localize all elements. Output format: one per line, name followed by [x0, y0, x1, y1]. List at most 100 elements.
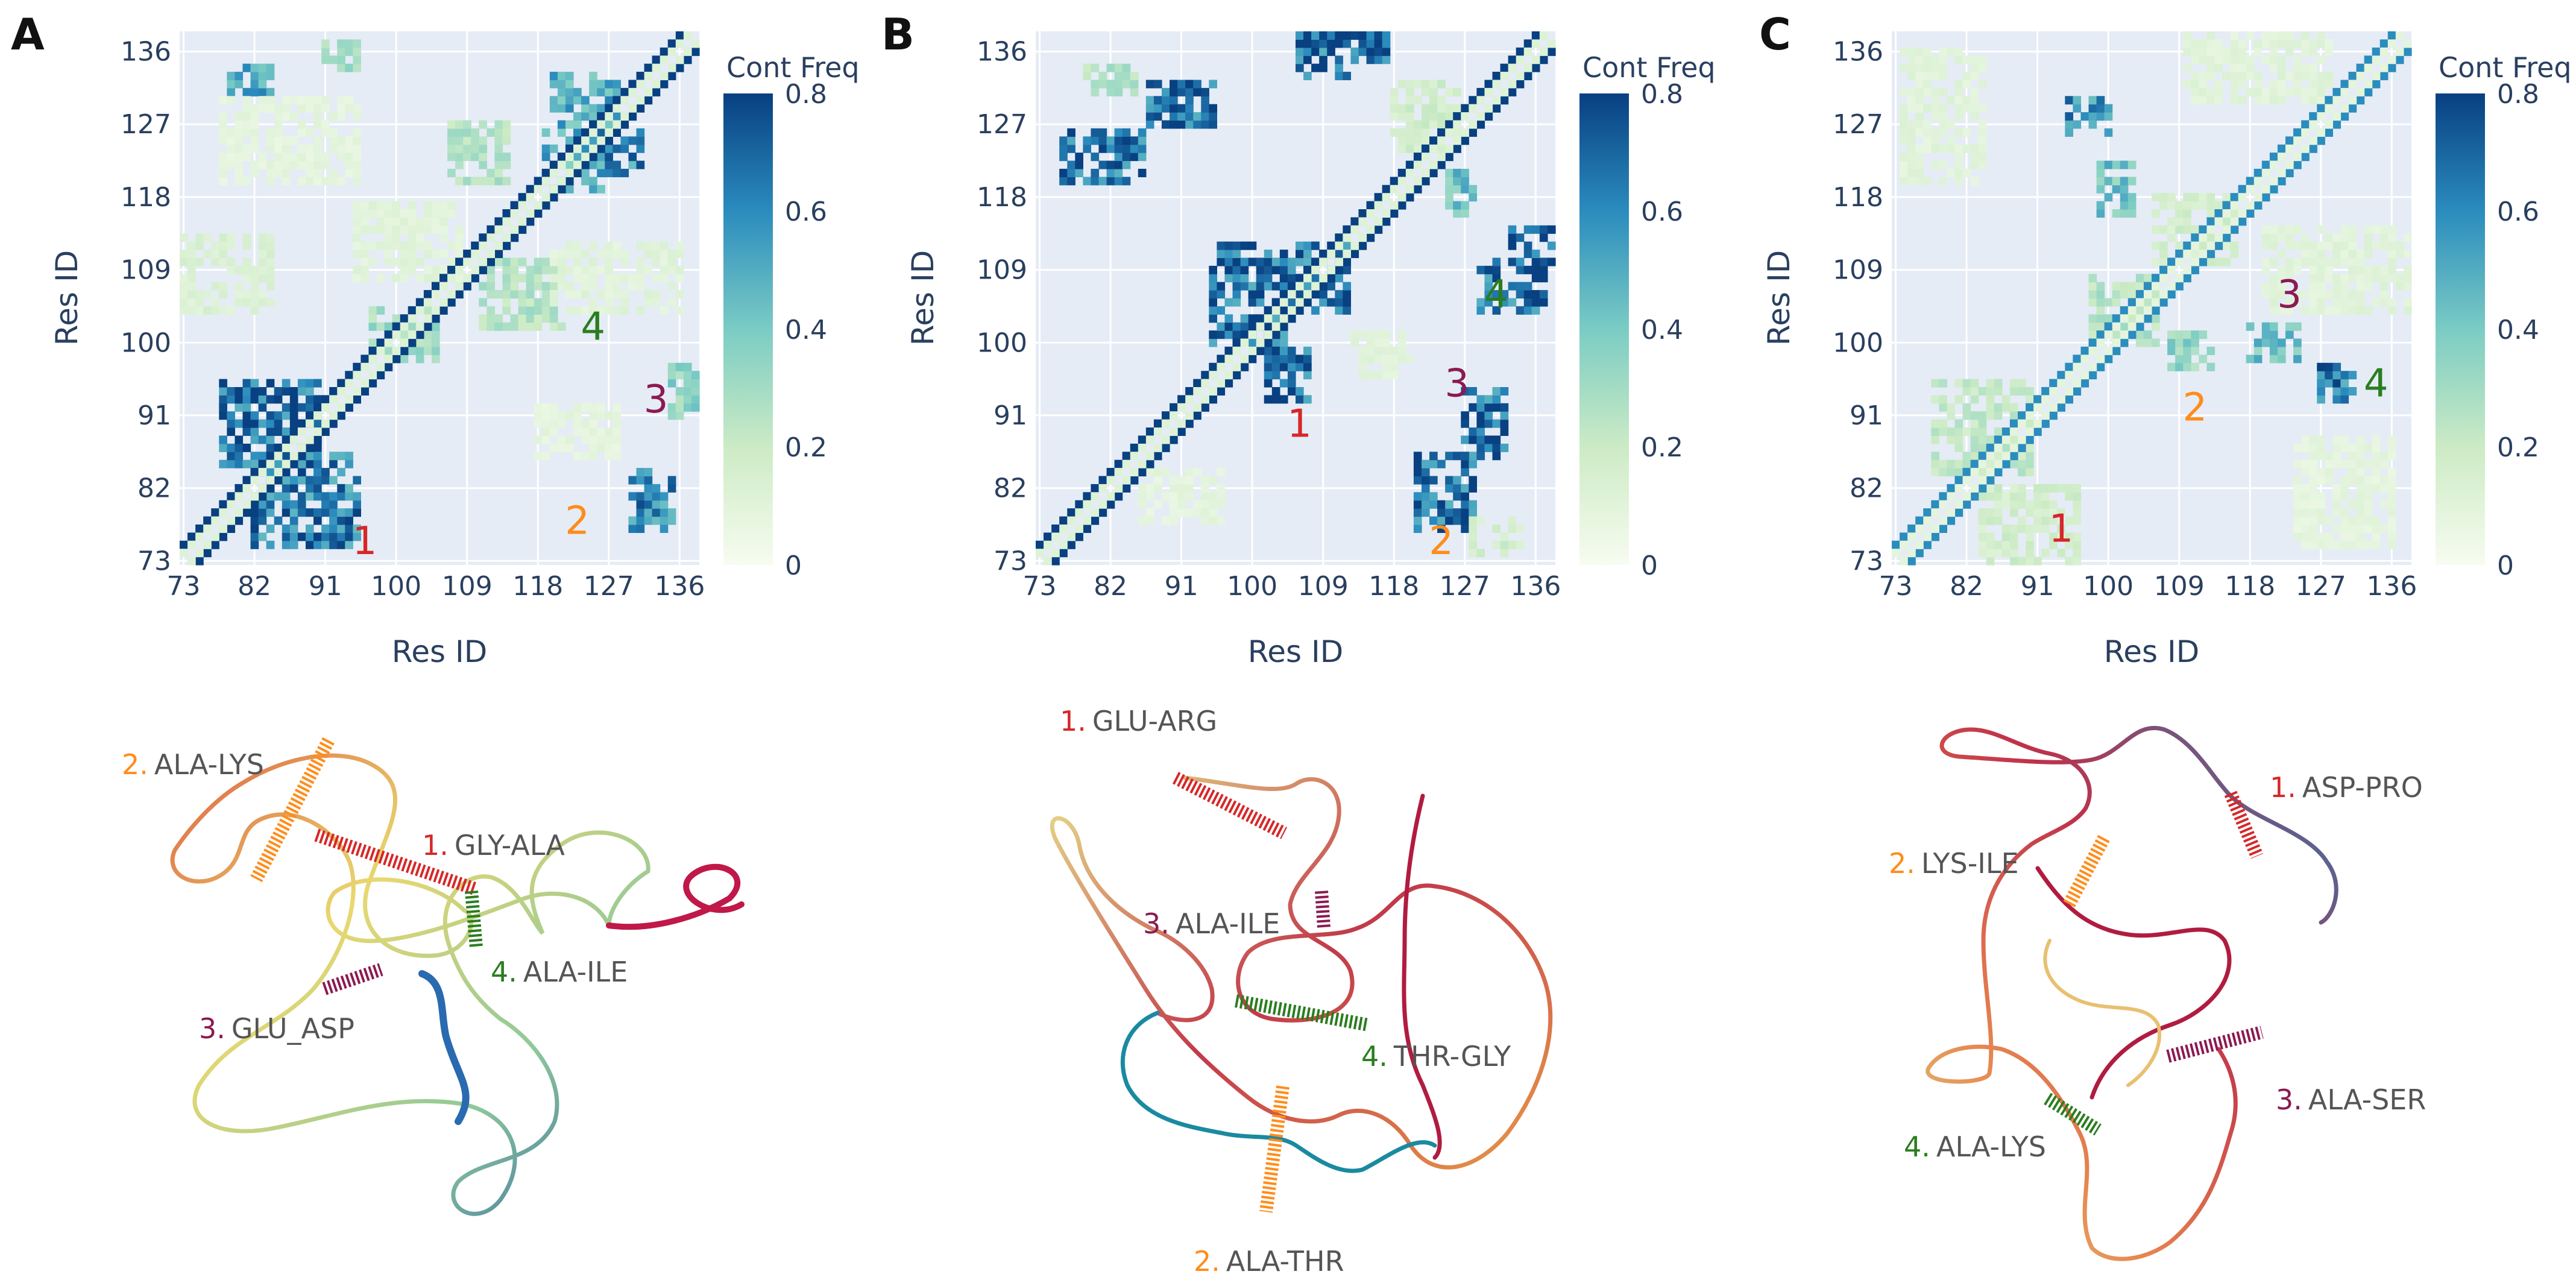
- heatmap-cell: [1271, 306, 1280, 315]
- heatmap-cell: [613, 419, 621, 428]
- heatmap-cell: [1962, 387, 1971, 396]
- heatmap-cell: [305, 128, 314, 137]
- heatmap-cell: [1098, 160, 1107, 169]
- heatmap-cell: [1296, 47, 1304, 56]
- heatmap-cell: [1397, 112, 1406, 121]
- heatmap-cell: [2285, 298, 2294, 307]
- heatmap-cell: [1044, 556, 1052, 566]
- heatmap-cell: [2293, 153, 2302, 162]
- heatmap-cell: [400, 274, 409, 283]
- heatmap-cell: [652, 257, 661, 266]
- heatmap-cell: [2065, 556, 2073, 566]
- heatmap-cell: [479, 322, 487, 331]
- heatmap-cell: [2332, 362, 2341, 371]
- heatmap-cell: [597, 87, 605, 96]
- heatmap-cell: [2246, 72, 2255, 81]
- heatmap-cell: [2088, 120, 2097, 129]
- heatmap-cell: [2017, 411, 2026, 420]
- heatmap-cell: [2277, 177, 2286, 186]
- heatmap-cell: [1114, 160, 1123, 169]
- heatmap-cell: [1098, 177, 1107, 186]
- heatmap-cell: [1051, 556, 1060, 566]
- heatmap-cell: [2191, 47, 2199, 56]
- heatmap-cell: [431, 322, 440, 331]
- heatmap-cell: [2317, 31, 2325, 40]
- heatmap-cell: [2159, 225, 2168, 234]
- heatmap-cell: [1248, 282, 1257, 291]
- heatmap-cell: [423, 346, 432, 355]
- heatmap-cell: [345, 168, 353, 177]
- heatmap-cell: [1986, 484, 1995, 493]
- heatmap-cell: [1319, 290, 1327, 299]
- heatmap-cell: [1923, 136, 1932, 145]
- heatmap-cell: [605, 241, 613, 250]
- heatmap-cell: [1500, 411, 1509, 420]
- heatmap-cell: [1970, 411, 1979, 420]
- heatmap-cell: [2214, 87, 2223, 96]
- heatmap-cell: [1413, 120, 1422, 129]
- heatmap-cell: [250, 298, 259, 307]
- heatmap-cell: [1296, 39, 1304, 48]
- heatmap-cell: [620, 306, 629, 315]
- heatmap-cell: [1453, 476, 1461, 485]
- heatmap-cell: [219, 500, 227, 509]
- heatmap-cell: [1445, 168, 1453, 177]
- heatmap-cell: [620, 136, 629, 145]
- heatmap-cell: [2387, 484, 2396, 493]
- heatmap-cell: [2127, 298, 2137, 307]
- heatmap-cell: [1429, 87, 1438, 96]
- heatmap-cell: [2348, 96, 2357, 105]
- heatmap-cell: [2395, 241, 2404, 250]
- heatmap-cell: [2183, 47, 2191, 56]
- heatmap-cell: [2191, 330, 2199, 339]
- heatmap-cell: [1516, 265, 1525, 274]
- heatmap-cell: [289, 484, 298, 493]
- heatmap-cell: [2104, 112, 2113, 121]
- heatmap-cell: [2096, 298, 2105, 307]
- heatmap-cell: [1296, 362, 1304, 371]
- heatmap-cell: [2277, 338, 2286, 347]
- heatmap-cell: [597, 443, 605, 452]
- heatmap-cell: [1138, 468, 1147, 477]
- heatmap-cell: [1492, 403, 1501, 412]
- heatmap-cell: [2214, 39, 2223, 48]
- heatmap-cell: [549, 168, 558, 177]
- heatmap-cell: [1978, 419, 1987, 428]
- heatmap-cell: [242, 395, 251, 404]
- heatmap-cell: [1161, 443, 1170, 452]
- heatmap-cell: [1193, 112, 1201, 121]
- heatmap-cell: [392, 209, 401, 218]
- heatmap-cell: [605, 120, 613, 129]
- contact-number: 2.: [1194, 1245, 1220, 1278]
- heatmap-cell: [1279, 306, 1288, 315]
- heatmap-cell: [235, 72, 244, 81]
- heatmap-cell: [2269, 80, 2278, 89]
- heatmap-cell: [2364, 80, 2373, 89]
- heatmap-cell: [2009, 411, 2018, 420]
- heatmap-cell: [297, 96, 306, 105]
- heatmap-cell: [1469, 387, 1477, 396]
- heatmap-cell: [321, 540, 330, 549]
- heatmap-cell: [2096, 330, 2105, 339]
- heatmap-cell: [353, 395, 361, 404]
- heatmap-cell: [1311, 39, 1320, 48]
- heatmap-cell: [2293, 459, 2302, 468]
- heatmap-cell: [565, 153, 574, 162]
- heatmap-cell: [1303, 55, 1312, 65]
- heatmap-cell: [2309, 443, 2317, 452]
- heatmap-cell: [1900, 104, 1908, 113]
- heatmap-cell: [1516, 80, 1525, 89]
- heatmap-cell: [1986, 395, 1995, 404]
- heatmap-cell: [266, 274, 275, 283]
- heatmap-cell: [534, 177, 543, 186]
- heatmap-cell: [479, 233, 487, 242]
- heatmap-cell: [2285, 39, 2294, 48]
- heatmap-cell: [1413, 144, 1422, 153]
- heatmap-cell: [620, 168, 629, 177]
- heatmap-cell: [242, 476, 251, 485]
- heatmap-cell: [2253, 177, 2263, 186]
- heatmap-cell: [2332, 443, 2341, 452]
- heatmap-cell: [1256, 257, 1265, 266]
- heatmap-cell: [494, 322, 503, 331]
- heatmap-cell: [581, 112, 590, 121]
